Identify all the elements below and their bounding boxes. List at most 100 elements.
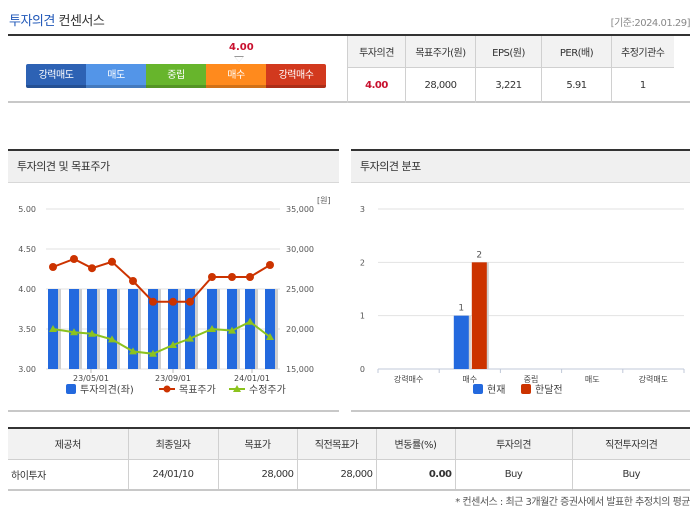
summary-value: 4.00 [347, 67, 406, 103]
gauge-value: 4.00 [229, 42, 254, 53]
right-axis-tick: 15,000 [286, 365, 314, 374]
gauge-segment: 강력매수 [266, 64, 326, 88]
svg-text:투자의견(좌): 투자의견(좌) [80, 384, 134, 396]
left-axis-tick: 3.00 [18, 365, 36, 374]
opinion-bar [265, 289, 275, 369]
right-axis-tick: 25,000 [286, 285, 314, 294]
distribution-bar [471, 262, 487, 369]
table-header: 최종일자 [127, 428, 218, 460]
svg-text:한달전: 한달전 [535, 384, 563, 396]
adjusted-price-point [149, 349, 157, 357]
opinion-bar [148, 289, 158, 369]
svg-text:수정주가: 수정주가 [249, 384, 286, 396]
page-title-main: 투자의견 [9, 14, 55, 29]
right-axis-tick: 30,000 [286, 245, 314, 254]
opinion-bar [128, 289, 138, 369]
table-cell: 28,000 [296, 459, 376, 490]
x-axis-tick: 24/01/01 [234, 374, 270, 383]
opinion-bar [168, 289, 178, 369]
svg-text:목표주가: 목표주가 [179, 384, 216, 396]
x-axis-tick: 23/05/01 [73, 374, 109, 383]
summary-value: 3,221 [475, 67, 542, 103]
y-axis-tick: 3 [360, 205, 365, 214]
opinion-bar [245, 289, 255, 369]
table-header: 변동률(%) [375, 428, 455, 460]
summary-header: 추정기관수 [611, 36, 674, 68]
adjusted-price-point [169, 341, 177, 348]
unit-label: [원] [317, 196, 331, 205]
adjusted-price-point [129, 347, 137, 355]
opinion-target-chart: 5.00 35,000 4.50 30,000 4.00 25,000 3.50 20,000… [18, 196, 331, 396]
summary-value: 28,000 [405, 67, 476, 103]
legend-current-icon [473, 384, 483, 394]
target-price-point [246, 273, 254, 281]
opinion-bar [185, 289, 195, 369]
summary-header: 투자의견 [347, 36, 406, 68]
adjusted-price-point [228, 326, 236, 334]
table-cell: Buy [454, 459, 572, 490]
opinion-distribution-chart-panel: 투자의견 분포 3 2 1 0 강력매수 매수 1 2 중립 매도 강력매도 현재 한달전 [351, 149, 690, 412]
page-title: 투자의견 컨센서스 [9, 10, 105, 29]
gauge-segment: 강력매도 [26, 64, 86, 88]
table-cell: 0.00 [375, 459, 455, 490]
target-price-point [149, 297, 157, 306]
legend-circle-icon [163, 385, 171, 393]
summary-table: 투자의견 목표주가(원) EPS(원) PER(배) 추정기관수 4.00 28,000 3… [347, 36, 674, 103]
gauge-segment: 매수 [206, 64, 266, 88]
target-price-point [208, 273, 216, 281]
table-cell: Buy [571, 459, 690, 490]
gauge-segment: 중립 [146, 64, 206, 88]
target-price-point [70, 255, 78, 263]
right-axis-tick: 35,000 [286, 205, 314, 214]
opinion-gauge: 강력매도 매도 중립 매수 강력매수 [26, 64, 326, 88]
provider-table: 제공처 최종일자 목표가 직전목표가 변동률(%) 투자의견 직전투자의견 하이투자 24/0… [8, 427, 690, 491]
adjusted-price-point [208, 325, 216, 332]
target-price-point [266, 261, 274, 269]
target-price-point [129, 277, 137, 285]
table-cell: 하이투자 [11, 470, 46, 482]
x-axis-category: 강력매수 [394, 374, 423, 384]
left-axis-tick: 5.00 [18, 205, 36, 214]
x-axis-category: 매도 [585, 375, 600, 384]
panel-title: 투자의견 및 목표주가 [8, 151, 339, 183]
gauge-segment: 매도 [86, 64, 146, 88]
panel-title: 투자의견 분포 [351, 151, 690, 183]
x-axis-category: 중립 [524, 375, 539, 384]
gauge-marker-inner [235, 57, 243, 62]
adjusted-price-point [108, 335, 116, 343]
target-price-point [88, 264, 96, 273]
adjusted-price-point [186, 334, 194, 342]
table-header: 목표가 [217, 428, 297, 460]
summary-header: EPS(원) [475, 36, 542, 68]
summary-value: 5.91 [541, 67, 612, 103]
left-axis-tick: 4.00 [18, 285, 36, 294]
target-price-point [186, 297, 194, 306]
target-price-point [228, 273, 236, 281]
adjusted-price-point [70, 328, 78, 336]
left-axis-tick: 4.50 [18, 245, 36, 254]
bar-value-label: 1 [458, 304, 464, 314]
target-price-point [49, 263, 57, 271]
opinion-bar [87, 289, 97, 369]
table-header: 투자의견 [454, 428, 572, 460]
table-header: 직전목표가 [296, 428, 376, 460]
table-cell: 28,000 [217, 459, 297, 490]
table-row: 하이투자 24/01/10 28,000 28,000 0.00 Buy Buy [8, 459, 690, 490]
opinion-bar [107, 289, 117, 369]
table-header: 직전투자의견 [571, 428, 690, 460]
summary-header: PER(배) [541, 36, 612, 68]
x-axis-tick: 23/09/01 [155, 374, 191, 383]
legend-bar-icon [66, 384, 76, 394]
adjusted-price-point [88, 329, 96, 337]
target-price-point [169, 297, 177, 306]
adjusted-price-point [49, 325, 57, 332]
summary-value: 1 [611, 67, 674, 103]
y-axis-tick: 2 [360, 258, 365, 267]
legend-triangle-icon [233, 385, 241, 392]
opinion-target-chart-panel: 투자의견 및 목표주가 5.00 35,000 4.50 30,000 4.00 25,0… [8, 149, 339, 412]
svg-text:현재: 현재 [487, 384, 505, 396]
as-of-date: [기준:2024.01.29] [610, 18, 691, 29]
left-axis-tick: 3.50 [18, 325, 36, 334]
page-title-sub: 컨센서스 [58, 14, 105, 29]
